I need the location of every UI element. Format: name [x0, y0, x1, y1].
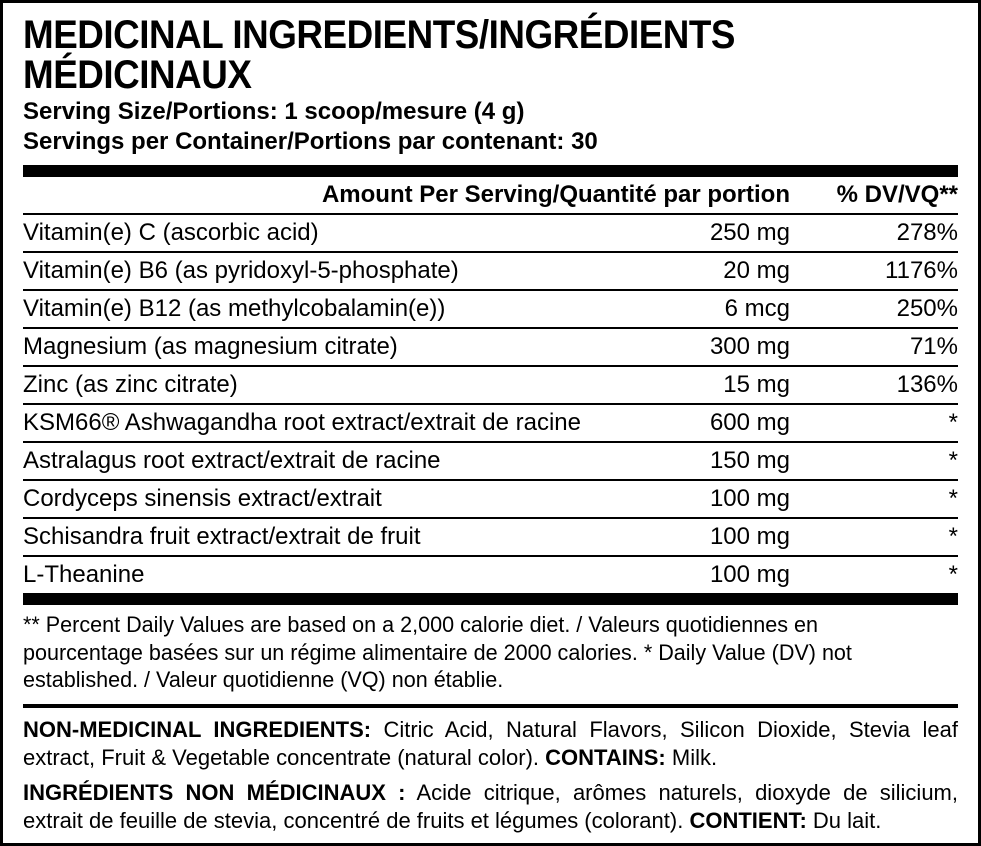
ingredient-row: Zinc (as zinc citrate)15 mg136% [23, 367, 958, 405]
ingredient-dv: 278% [818, 219, 958, 247]
ingredient-dv: * [818, 447, 958, 475]
ingredient-row: KSM66® Ashwagandha root extract/extrait … [23, 405, 958, 443]
nonmed-en-lead: NON-MEDICINAL INGREDIENTS: [23, 717, 371, 742]
panel-title: MEDICINAL INGREDIENTS/INGRÉDIENTS MÉDICI… [23, 15, 883, 95]
ingredient-row: Magnesium (as magnesium citrate)300 mg71… [23, 329, 958, 367]
ingredient-amount: 150 mg [678, 447, 818, 475]
contains-fr-body: Du lait. [807, 808, 882, 833]
non-medicinal-en: NON-MEDICINAL INGREDIENTS: Citric Acid, … [23, 716, 958, 773]
ingredient-dv: * [818, 485, 958, 513]
non-medicinal-fr: INGRÉDIENTS NON MÉDICINAUX : Acide citri… [23, 779, 958, 836]
ingredient-row: Vitamin(e) B12 (as methylcobalamin(e))6 … [23, 291, 958, 329]
servings-per-container: Servings per Container/Portions par cont… [23, 127, 958, 157]
ingredient-row: Vitamin(e) C (ascorbic acid)250 mg278% [23, 215, 958, 253]
ingredient-amount: 100 mg [678, 523, 818, 551]
ingredient-amount: 15 mg [678, 371, 818, 399]
ingredient-dv: 250% [818, 295, 958, 323]
ingredient-row: Vitamin(e) B6 (as pyridoxyl-5-phosphate)… [23, 253, 958, 291]
ingredient-name: Magnesium (as magnesium citrate) [23, 333, 678, 361]
ingredient-name: Zinc (as zinc citrate) [23, 371, 678, 399]
nonmed-fr-lead: INGRÉDIENTS NON MÉDICINAUX : [23, 780, 406, 805]
ingredient-dv: 1176% [818, 257, 958, 285]
ingredient-dv: 136% [818, 371, 958, 399]
contains-fr-lead: CONTIENT: [689, 808, 806, 833]
ingredient-dv: 71% [818, 333, 958, 361]
ingredient-dv: * [818, 523, 958, 551]
serving-size: Serving Size/Portions: 1 scoop/mesure (4… [23, 97, 958, 127]
ingredient-name: Vitamin(e) B6 (as pyridoxyl-5-phosphate) [23, 257, 678, 285]
ingredient-amount: 20 mg [678, 257, 818, 285]
header-amount: Amount Per Serving/Quantité par portion [298, 181, 818, 209]
thick-rule-top [23, 165, 958, 177]
ingredient-name: Schisandra fruit extract/extrait de frui… [23, 523, 678, 551]
ingredient-row: L-Theanine100 mg* [23, 557, 958, 593]
ingredient-amount: 300 mg [678, 333, 818, 361]
ingredient-amount: 100 mg [678, 561, 818, 589]
column-headers: Amount Per Serving/Quantité par portion … [23, 177, 958, 215]
ingredient-row: Astralagus root extract/extrait de racin… [23, 443, 958, 481]
contains-en-body: Milk. [666, 745, 717, 770]
ingredients-table: Vitamin(e) C (ascorbic acid)250 mg278%Vi… [23, 215, 958, 593]
dv-footnote: ** Percent Daily Values are based on a 2… [23, 611, 939, 694]
supplement-facts-panel: MEDICINAL INGREDIENTS/INGRÉDIENTS MÉDICI… [0, 0, 981, 846]
header-dv: % DV/VQ** [818, 181, 958, 209]
ingredient-name: Vitamin(e) B12 (as methylcobalamin(e)) [23, 295, 678, 323]
ingredient-dv: * [818, 561, 958, 589]
ingredient-name: Cordyceps sinensis extract/extrait [23, 485, 678, 513]
ingredient-amount: 6 mcg [678, 295, 818, 323]
header-spacer [23, 181, 298, 209]
ingredient-name: Astralagus root extract/extrait de racin… [23, 447, 678, 475]
ingredient-amount: 600 mg [678, 409, 818, 437]
ingredient-name: L-Theanine [23, 561, 678, 589]
thick-rule-bottom [23, 593, 958, 605]
ingredient-row: Cordyceps sinensis extract/extrait100 mg… [23, 481, 958, 519]
ingredient-amount: 100 mg [678, 485, 818, 513]
ingredient-row: Schisandra fruit extract/extrait de frui… [23, 519, 958, 557]
contains-en-lead: CONTAINS: [545, 745, 666, 770]
ingredient-name: Vitamin(e) C (ascorbic acid) [23, 219, 678, 247]
ingredient-name: KSM66® Ashwagandha root extract/extrait … [23, 409, 678, 437]
ingredient-amount: 250 mg [678, 219, 818, 247]
mid-rule [23, 704, 958, 708]
ingredient-dv: * [818, 409, 958, 437]
